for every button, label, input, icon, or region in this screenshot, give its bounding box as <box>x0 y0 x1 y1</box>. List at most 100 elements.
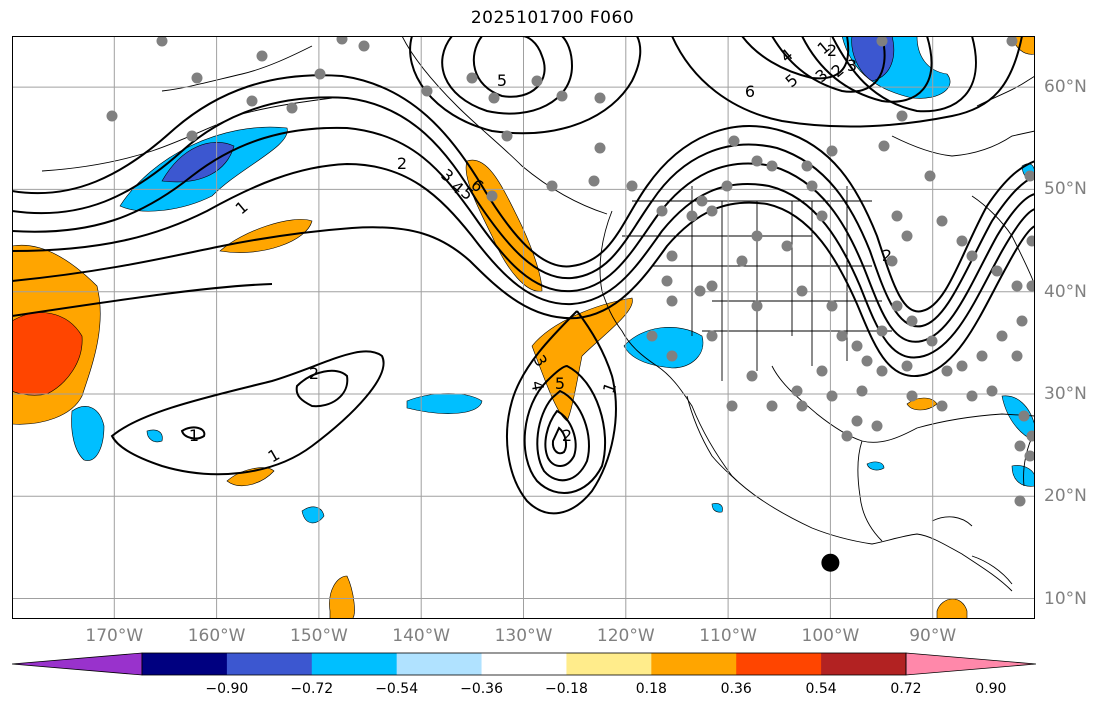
colorbar-tick-label: 0.36 <box>720 681 752 697</box>
station-marker <box>816 365 828 377</box>
station-marker <box>594 92 606 104</box>
station-marker <box>876 36 888 47</box>
station-marker <box>358 40 370 52</box>
contour-label-text: 2 <box>827 41 837 60</box>
station-marker <box>694 285 706 297</box>
station-marker <box>836 330 848 342</box>
station-marker <box>1024 450 1035 462</box>
station-marker <box>891 210 903 222</box>
contour-label-23: 5 <box>497 71 507 90</box>
station-marker <box>826 145 838 157</box>
station-marker <box>626 180 638 192</box>
station-markers <box>106 36 1035 507</box>
contour-label-14: 2 <box>309 364 319 383</box>
station-marker <box>666 295 678 307</box>
station-marker <box>876 325 888 337</box>
contour-line-19 <box>544 409 577 467</box>
station-marker <box>646 330 658 342</box>
longitude-label: 120°W <box>596 626 655 646</box>
latitude-label: 20°N <box>1044 486 1087 507</box>
coastlines-and-borders <box>41 36 1035 592</box>
station-marker <box>801 160 813 172</box>
station-marker <box>486 190 498 202</box>
border-line-5 <box>931 516 973 527</box>
border-line-6 <box>971 555 1013 585</box>
station-marker <box>746 370 758 382</box>
contour-line-17 <box>523 364 606 494</box>
longitude-label: 140°W <box>392 626 451 646</box>
station-marker <box>996 330 1008 342</box>
contour-label-22: 3 <box>847 56 857 75</box>
station-marker <box>706 205 718 217</box>
station-marker <box>686 210 698 222</box>
colorbar-segment <box>311 653 398 675</box>
station-marker <box>796 400 808 412</box>
contour-line-13 <box>671 36 1023 128</box>
longitude-label: 110°W <box>699 626 757 646</box>
contour-line-20 <box>551 426 568 455</box>
station-marker <box>841 430 853 442</box>
border-line-10 <box>891 130 1035 157</box>
station-marker <box>488 92 500 104</box>
contour-label-12: 2 <box>882 246 892 265</box>
station-marker <box>796 285 808 297</box>
contour-line-11 <box>801 36 933 103</box>
colorbar-segment <box>226 653 313 675</box>
contour-line-8 <box>409 36 642 135</box>
contour-label-text: 6 <box>745 82 755 101</box>
station-marker <box>924 170 936 182</box>
station-marker <box>826 300 838 312</box>
station-marker <box>886 255 898 267</box>
anomaly-region-1 <box>161 142 235 183</box>
station-marker <box>976 350 988 362</box>
station-marker <box>966 390 978 402</box>
contour-label-text: 3 <box>847 56 857 75</box>
station-marker <box>1014 495 1026 507</box>
anomaly-region-5 <box>71 406 105 461</box>
anomaly-region-6 <box>146 429 163 443</box>
latitude-label: 40°N <box>1044 281 1087 302</box>
colorbar-segment <box>736 653 822 675</box>
station-marker <box>751 230 763 242</box>
map-title: 2025101700 F060 <box>470 8 635 28</box>
colorbar-segment <box>142 653 228 675</box>
longitude-label: 100°W <box>801 626 860 646</box>
contour-line-3 <box>12 162 1035 359</box>
station-marker <box>956 360 968 372</box>
station-marker <box>1011 280 1023 292</box>
colorbar-tick-label: 0.72 <box>890 681 922 697</box>
station-marker <box>891 300 903 312</box>
longitude-label: 130°W <box>494 626 553 646</box>
contour-label-text: 1 <box>189 426 199 445</box>
map-frame <box>12 36 1035 619</box>
station-marker <box>816 210 828 222</box>
border-line-14 <box>622 235 892 332</box>
colorbar-tick-label: 0.90 <box>975 681 1007 697</box>
contour-label-16: 3 <box>530 352 552 370</box>
contour-label-19: 2 <box>562 426 572 445</box>
station-marker <box>466 72 478 84</box>
anomaly-region-10 <box>623 326 704 369</box>
station-marker <box>966 250 978 262</box>
colorbar-tick-label: 0.54 <box>805 681 837 697</box>
station-marker <box>256 50 268 62</box>
station-marker <box>1026 430 1035 442</box>
station-marker <box>906 390 918 402</box>
anomaly-region-22 <box>866 461 885 471</box>
station-marker <box>706 330 718 342</box>
contour-label-text: 2 <box>562 426 572 445</box>
contour-lines <box>12 36 1035 515</box>
station-marker <box>936 400 948 412</box>
station-marker <box>1024 170 1035 182</box>
colorbar-extend-high <box>905 652 1036 676</box>
station-marker <box>851 340 863 352</box>
contour-line-7 <box>441 36 574 115</box>
station-marker <box>656 205 668 217</box>
station-marker <box>336 36 348 45</box>
station-marker <box>314 68 326 80</box>
highlight-point-marker <box>821 553 840 572</box>
station-marker <box>901 360 913 372</box>
contour-line-4 <box>12 201 1035 377</box>
station-marker <box>871 420 883 432</box>
station-marker <box>901 230 913 242</box>
